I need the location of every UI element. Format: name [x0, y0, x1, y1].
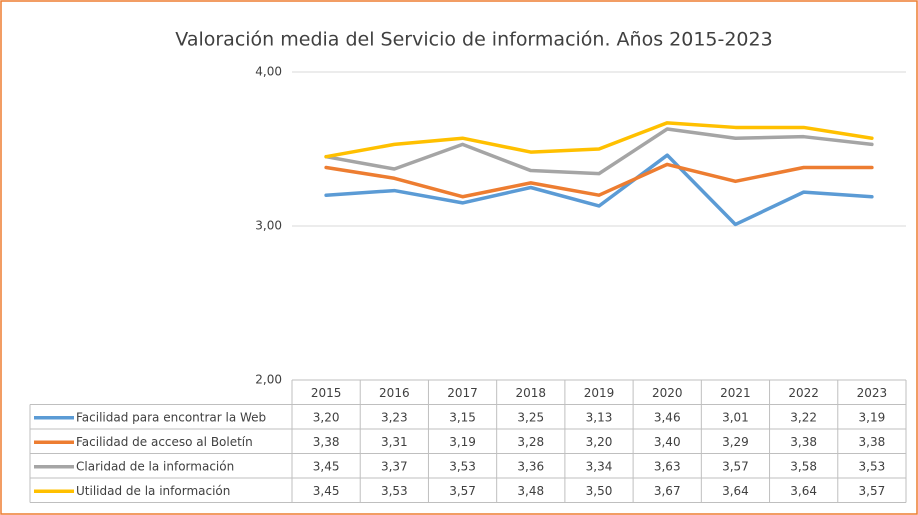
- table-value: 3,38: [859, 435, 886, 449]
- legend-label: Claridad de la información: [76, 459, 234, 473]
- table-value: 3,64: [790, 484, 817, 498]
- series-line: [324, 162, 874, 199]
- table-value: 3,53: [859, 459, 886, 473]
- table-value: 3,53: [381, 484, 408, 498]
- legend-label: Facilidad de acceso al Boletín: [76, 435, 253, 449]
- x-tick-label: 2018: [516, 386, 547, 400]
- y-tick-label: 3,00: [255, 219, 282, 233]
- legend-label: Utilidad de la información: [76, 484, 230, 498]
- table-value: 3,15: [449, 410, 476, 424]
- table-value: 3,20: [586, 435, 613, 449]
- table-value: 3,01: [722, 410, 749, 424]
- table-value: 3,34: [586, 459, 613, 473]
- table-value: 3,38: [313, 435, 340, 449]
- table-value: 3,58: [790, 459, 817, 473]
- table-value: 3,45: [313, 484, 340, 498]
- table-value: 3,37: [381, 459, 408, 473]
- table-value: 3,57: [449, 484, 476, 498]
- table-value: 3,64: [722, 484, 749, 498]
- table-value: 3,36: [517, 459, 544, 473]
- table-value: 3,20: [313, 410, 340, 424]
- table-value: 3,19: [859, 410, 886, 424]
- x-tick-label: 2015: [311, 386, 342, 400]
- table-value: 3,63: [654, 459, 681, 473]
- table-value: 3,57: [722, 459, 749, 473]
- table-value: 3,29: [722, 435, 749, 449]
- table-value: 3,22: [790, 410, 817, 424]
- series-line: [324, 153, 874, 227]
- table-value: 3,31: [381, 435, 408, 449]
- table-value: 3,23: [381, 410, 408, 424]
- x-tick-label: 2020: [652, 386, 683, 400]
- legend-label: Facilidad para encontrar la Web: [76, 410, 266, 424]
- table-value: 3,40: [654, 435, 681, 449]
- series-line: [324, 121, 874, 159]
- table-value: 3,13: [586, 410, 613, 424]
- table-value: 3,53: [449, 459, 476, 473]
- table-value: 3,57: [859, 484, 886, 498]
- table-value: 3,25: [517, 410, 544, 424]
- x-tick-label: 2021: [720, 386, 751, 400]
- table-value: 3,50: [586, 484, 613, 498]
- x-tick-label: 2019: [584, 386, 615, 400]
- table-value: 3,45: [313, 459, 340, 473]
- table-value: 3,48: [517, 484, 544, 498]
- y-tick-label: 2,00: [255, 373, 282, 387]
- table-value: 3,38: [790, 435, 817, 449]
- x-tick-label: 2022: [788, 386, 819, 400]
- table-value: 3,19: [449, 435, 476, 449]
- series-line: [324, 127, 874, 176]
- y-tick-label: 4,00: [255, 65, 282, 79]
- table-value: 3,46: [654, 410, 681, 424]
- table-value: 3,67: [654, 484, 681, 498]
- chart-title: Valoración media del Servicio de informa…: [175, 29, 772, 51]
- table-value: 3,28: [517, 435, 544, 449]
- x-tick-label: 2017: [447, 386, 478, 400]
- x-tick-label: 2023: [857, 386, 888, 400]
- x-tick-label: 2016: [379, 386, 410, 400]
